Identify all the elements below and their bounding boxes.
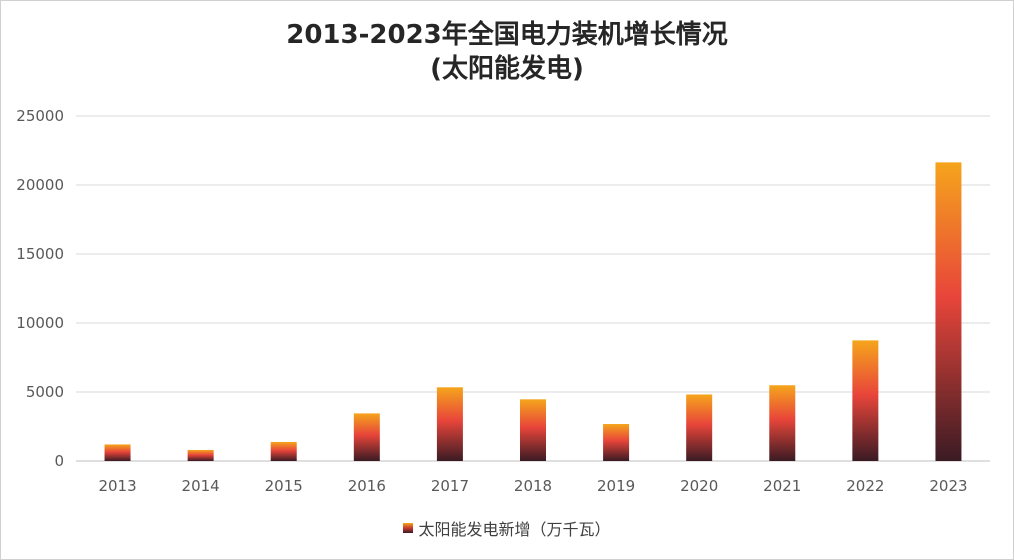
x-tick-label: 2018	[514, 477, 552, 495]
y-tick-label: 25000	[16, 107, 64, 125]
x-tick-label: 2020	[680, 477, 718, 495]
y-tick-label: 15000	[16, 245, 64, 263]
legend-swatch	[403, 523, 414, 533]
x-tick-label: 2014	[182, 477, 220, 495]
x-tick-label: 2019	[597, 477, 635, 495]
x-tick-label: 2017	[431, 477, 469, 495]
y-tick-label: 0	[54, 452, 64, 470]
chart-subtitle: (太阳能发电)	[430, 54, 584, 84]
bars	[104, 162, 962, 462]
bar-2015	[270, 441, 297, 461]
x-tick-label: 2023	[929, 477, 967, 495]
x-tick-label: 2022	[846, 477, 884, 495]
legend-label: 太阳能发电新增（万千瓦）	[418, 520, 611, 539]
bar-2013	[104, 444, 131, 461]
bar-2022	[852, 340, 879, 461]
x-tick-label: 2021	[763, 477, 801, 495]
y-tick-label: 20000	[16, 176, 64, 194]
bar-2023	[935, 162, 962, 462]
bar-2021	[769, 385, 796, 461]
chart-title: 2013-2023年全国电力装机增长情况	[286, 20, 728, 50]
bar-2019	[603, 424, 630, 461]
bar-2018	[520, 399, 546, 461]
y-axis-tick-labels: 0 5000 10000 15000 20000 25000	[16, 107, 64, 470]
x-tick-label: 2013	[98, 477, 136, 495]
x-axis-tick-labels: 2013 2014 2015 2016 2017 2018 2019 2020 2021 2022…	[98, 477, 967, 495]
y-tick-label: 10000	[16, 314, 64, 332]
bar-2016	[353, 413, 380, 461]
legend: 太阳能发电新增（万千瓦）	[0, 516, 1014, 540]
x-tick-label: 2016	[348, 477, 386, 495]
bar-2017	[436, 387, 463, 461]
bar-2020	[686, 394, 713, 461]
bar-2014	[187, 449, 214, 461]
x-tick-label: 2015	[265, 477, 303, 495]
y-tick-label: 5000	[26, 383, 64, 401]
gridlines	[76, 115, 990, 462]
